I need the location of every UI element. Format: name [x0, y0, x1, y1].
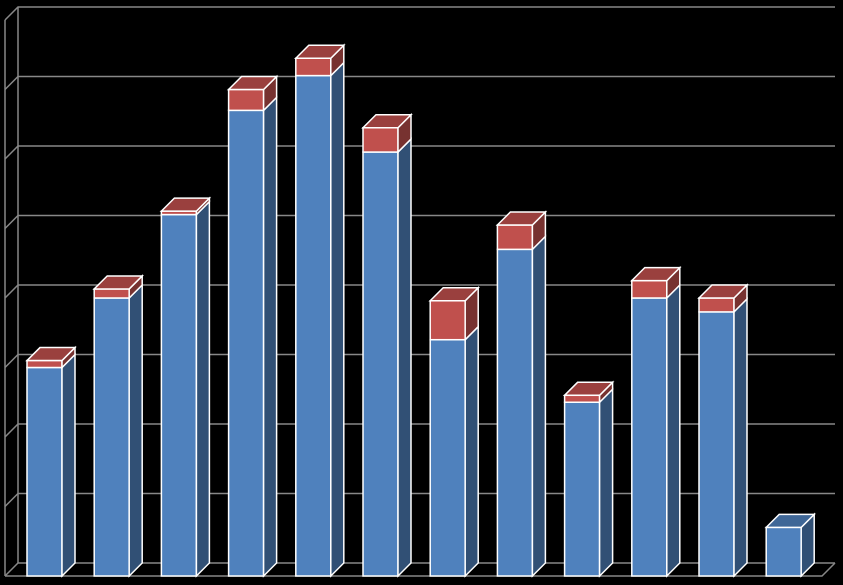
- grid-line: [4, 75, 835, 91]
- bar-segment: [496, 224, 534, 251]
- bar-segment: [429, 300, 466, 341]
- bar-top: [495, 211, 548, 226]
- bar-segment: [93, 288, 130, 299]
- bar-top: [25, 346, 77, 362]
- bar-side: [666, 283, 681, 578]
- bar-segment: [295, 74, 332, 577]
- grid-line: [4, 492, 835, 508]
- bar-segment: [227, 88, 265, 112]
- grid-line: [4, 423, 835, 438]
- bar-segment: [429, 338, 466, 577]
- bar-segment: [496, 248, 534, 577]
- bar-segment: [26, 359, 63, 369]
- grid-line: [4, 6, 835, 21]
- bar-top: [159, 197, 212, 212]
- bar-segment: [362, 126, 399, 153]
- bar-segment: [563, 394, 601, 403]
- bar-side: [262, 95, 278, 578]
- bar-top: [226, 75, 279, 91]
- bar-side: [531, 234, 547, 578]
- bar-side: [733, 297, 748, 578]
- bar-side: [464, 324, 479, 578]
- bar-segment: [698, 297, 735, 313]
- bar-segment: [295, 57, 332, 77]
- bar-segment: [160, 213, 198, 577]
- grid-line: [4, 284, 835, 299]
- bar-top: [562, 381, 615, 397]
- bar-top: [293, 44, 346, 59]
- bar-segment: [563, 401, 601, 577]
- grid-line: [4, 562, 835, 577]
- bar-top: [764, 513, 817, 529]
- bar-side: [397, 137, 412, 578]
- bar-segment: [227, 109, 265, 577]
- bar-top: [428, 287, 481, 302]
- bar-segment: [631, 279, 668, 299]
- bar-side: [61, 352, 76, 578]
- bar-segment: [631, 297, 668, 577]
- grid-line: [4, 214, 835, 230]
- bar-top: [361, 113, 413, 129]
- bar-top: [92, 275, 145, 290]
- bar-side: [128, 283, 143, 578]
- bar-side: [195, 199, 211, 578]
- bar-segment: [93, 297, 130, 577]
- floor: [5, 562, 836, 577]
- bar-segment: [362, 151, 399, 577]
- grid-line: [4, 145, 835, 160]
- bar-top: [697, 284, 749, 299]
- bar-top: [629, 266, 682, 282]
- bar-side: [598, 387, 614, 578]
- bar-segment: [26, 366, 63, 577]
- bar-side: [330, 60, 345, 578]
- bar-segment: [765, 526, 802, 577]
- bar-segment: [698, 311, 735, 577]
- grid-line: [4, 353, 835, 369]
